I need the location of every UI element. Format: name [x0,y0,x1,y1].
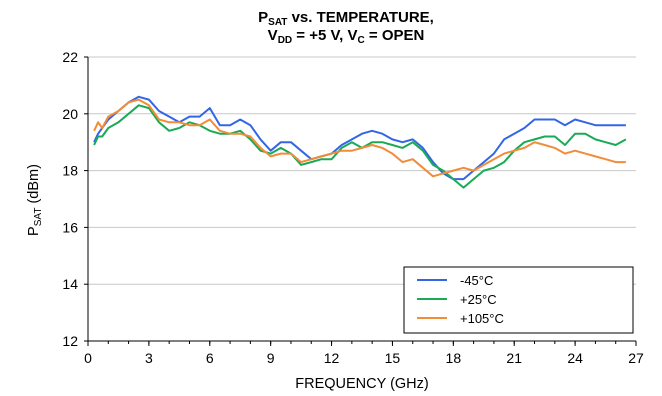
gridlines [88,56,636,285]
y-tick-label-22: 22 [62,49,78,65]
y-tick-label-14: 14 [62,276,78,292]
y-axis-label: PSAT (dBm) [26,164,44,236]
y-tick-label-18: 18 [62,163,78,179]
x-tick-label-24: 24 [567,350,583,366]
x-tick-label-21: 21 [506,350,522,366]
axes [84,56,637,346]
x-tick-label-27: 27 [628,350,644,366]
x-tick-label-18: 18 [446,350,462,366]
legend-label-2: +105°C [460,311,504,326]
series-line-1 [93,104,627,189]
title2-s2: C [357,35,364,46]
y-tick-label-20: 20 [62,106,78,122]
y-tick-label-16: 16 [62,219,78,235]
title2-s1: DD [278,35,292,46]
chart-title-line-1: PSAT vs. TEMPERATURE, [258,9,434,28]
title2-p1: V [268,27,278,44]
x-tick-label-9: 9 [267,350,275,366]
ylabel-main: P [26,226,42,236]
x-tick-label-12: 12 [324,350,340,366]
y-tick-label-12: 12 [62,333,78,349]
legend: -45°C +25°C +105°C [403,266,634,334]
title1-rest: vs. TEMPERATURE, [287,9,433,26]
ylabel-sub: SAT [33,208,44,227]
x-tick-label-6: 6 [206,350,214,366]
series-line-2 [93,98,626,178]
legend-label-0: -45°C [460,273,493,288]
x-tick-label-0: 0 [84,350,92,366]
chart-title-line-2: VDD = +5 V, VC = OPEN [268,27,425,46]
tick-labels: 0 3 6 9 12 15 18 21 24 27 12 14 16 18 20 22 [62,49,644,366]
x-axis-label: FREQUENCY (GHz) [295,376,428,392]
x-tick-label-3: 3 [145,350,153,366]
title1-main: P [258,9,268,26]
x-tick-label-15: 15 [385,350,401,366]
ylabel-rest: (dBm) [26,164,42,208]
series-line-0 [93,95,626,181]
title2-p2: = +5 V, V [292,27,357,44]
series-lines [93,95,627,189]
title2-p3: = OPEN [365,27,425,44]
title1-sub: SAT [268,17,287,28]
legend-label-1: +25°C [460,292,497,307]
